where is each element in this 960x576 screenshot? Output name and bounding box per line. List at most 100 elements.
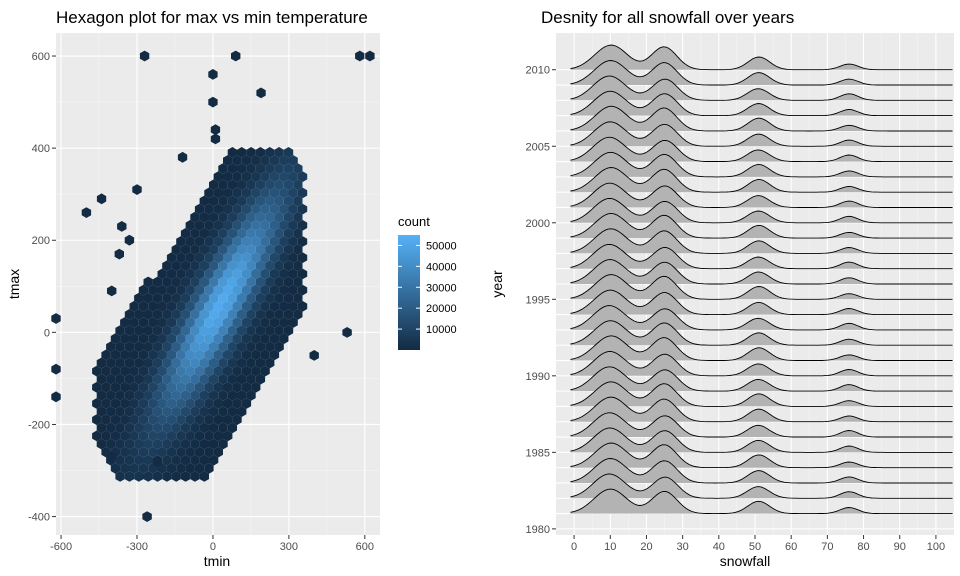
hexbin-cell [143,471,153,482]
hexbin-cell [218,244,228,255]
hexbin-cell [176,236,186,247]
ridge-line-1991 [570,335,953,361]
hexbin-cell [209,438,219,450]
hexbin-outlier-cell [365,50,375,62]
hexbin-cell [283,147,294,158]
hexbin-cell [138,300,149,312]
hexbin-cell [279,317,289,328]
ridge-line-1999 [570,212,953,239]
hexbin-cell [171,292,181,304]
hexbin-cell [110,414,121,426]
hexbin-cell [115,325,125,336]
hexbin-cell [134,390,144,401]
ridges-x-tick-label: 80 [857,541,869,553]
hexbin-cell [190,260,200,272]
hexbin-cell [269,349,280,361]
hexbin-cell [265,325,275,336]
ridge-line-1996 [570,259,953,285]
hexbin-cell [176,300,186,312]
hexbin-cell [138,284,149,296]
hexbin-cell [209,373,219,385]
hexbin-cell [166,398,177,409]
hexbin-outlier-cell [309,350,319,361]
hexbin-cell [293,309,303,320]
hexbin-cell [204,333,214,345]
hexbin-cell [288,252,298,264]
hexbin-cell [246,211,256,223]
hexbin-cell [171,373,181,385]
hexbin-cell [115,422,125,434]
hexbin-cell [176,430,186,442]
hexbin-cell [288,300,298,312]
hexbin-cell [194,300,205,312]
hexbin-cell [274,147,284,158]
ridges-y-tick-label: 1990 [526,371,550,383]
hexbin-cell [162,325,172,336]
hexbin-y-ticks: -400 -200 0 200 400 600 [28,51,56,524]
hexbin-cell [199,325,209,336]
hexbin-cell [129,398,139,409]
hexbin-cell [279,333,289,345]
hexbin-cell [223,203,233,215]
hexbin-cell [92,365,102,377]
hexbin-cell [194,333,205,345]
hexbin-cell [190,471,200,482]
hexbin-cell [241,333,252,345]
hexbin-cell [241,268,252,280]
hexbin-cell [190,454,200,466]
ridges-x-tick-label: 60 [785,541,797,553]
hexbin-cell [180,438,191,450]
hexbin-cell [138,398,149,409]
hexbin-cell [129,300,139,312]
hexbin-outlier-cell [96,193,107,205]
hexbin-cell [176,365,186,377]
hexbin-outlier-cell [355,50,365,62]
hexbin-cell [279,300,289,312]
hexbin-cell [143,422,153,434]
hexbin-cell [237,373,247,385]
ridge-line-2002 [570,167,953,193]
hexbin-cell [199,406,209,417]
ridge-line-1985 [570,427,953,453]
hexbin-cell [269,284,280,296]
hexbin-cell [260,252,270,264]
ridge-line-1982 [570,473,953,499]
hexbin-cell [209,325,219,336]
hexbin-cell [274,276,284,288]
hexbin-cell [293,244,303,255]
hexbin-cell [251,365,261,377]
hexbin-cell [283,260,294,272]
hexbin-cell [209,454,219,466]
hexbin-cell [255,373,266,385]
hexbin-outlier-cell [210,133,221,145]
hexbin-cell [288,155,298,166]
hexbin-cell [143,325,153,336]
hexbin-cell [232,300,242,312]
hexbin-outlier-cell [81,207,92,218]
hexbin-cell [260,171,270,183]
legend-tick-label: 40000 [426,261,457,273]
hexbin-cell [101,430,111,442]
hexbin-cell [255,179,266,191]
hexbin-cell [199,454,209,466]
hexbin-cell [274,341,284,353]
ridges-y-tick-label: 2010 [526,65,550,77]
hexbin-cell [293,195,303,207]
hexbin-cell [190,373,200,385]
hexbin-outlier-cell [142,511,152,522]
hexbin-cell [246,325,256,336]
hexbin-cell [120,349,130,361]
hexbin-cell [255,309,266,320]
hexbin-cell [152,292,163,304]
hexbin-cell [251,187,261,199]
hexbin-cell [120,317,130,328]
hexbin-cell [180,228,191,239]
hexbin-cell [209,211,219,223]
hexbin-outlier-cell [117,221,127,232]
legend-title: count [398,214,430,229]
hexbin-cell [148,365,158,377]
hexbin-outlier-cell [107,285,117,297]
hexbin-cell [213,252,223,264]
hexbin-cell [152,325,163,336]
hexbin-cell [227,147,237,158]
